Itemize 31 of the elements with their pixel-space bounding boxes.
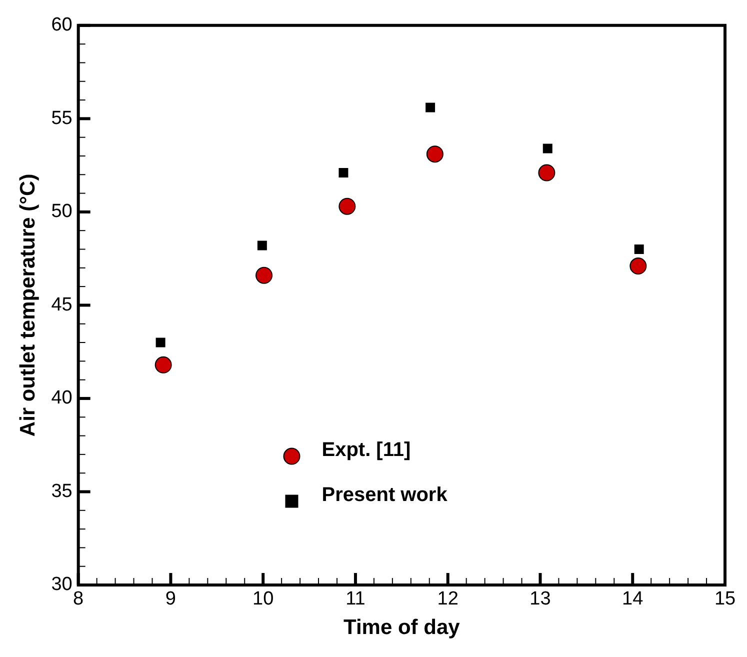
- y-axis-title: Air outlet temperature (°C): [16, 174, 40, 437]
- x-tick-label: 9: [165, 588, 176, 610]
- x-tick-label: 12: [437, 588, 458, 610]
- point: [634, 244, 644, 254]
- y-tick-label: 45: [51, 294, 72, 316]
- point: [154, 356, 172, 374]
- y-tick-label: 60: [51, 14, 72, 36]
- point: [338, 198, 356, 215]
- y-tick-label: 55: [51, 108, 72, 129]
- x-tick-label: 13: [530, 588, 551, 610]
- point: [156, 338, 166, 348]
- point: [542, 144, 552, 154]
- y-tick-label: 30: [51, 574, 72, 596]
- legend-label: Present work: [322, 484, 448, 506]
- x-tick-label: 11: [346, 588, 366, 610]
- point: [426, 146, 444, 163]
- y-tick-label: 35: [51, 480, 72, 502]
- point: [256, 266, 273, 284]
- y-tick-label: 40: [51, 388, 72, 409]
- point: [257, 240, 267, 250]
- legend-label: Expt. [11]: [322, 438, 411, 461]
- x-tick-label: 14: [622, 588, 644, 610]
- point: [426, 102, 436, 112]
- x-tick-label: 8: [73, 588, 84, 610]
- x-tick-label: 15: [714, 588, 736, 610]
- point: [538, 164, 556, 182]
- x-tick-label: 10: [252, 588, 274, 610]
- point: [338, 168, 348, 178]
- point: [630, 258, 647, 275]
- y-tick-label: 50: [51, 201, 72, 222]
- x-axis-title: Time of day: [344, 616, 460, 640]
